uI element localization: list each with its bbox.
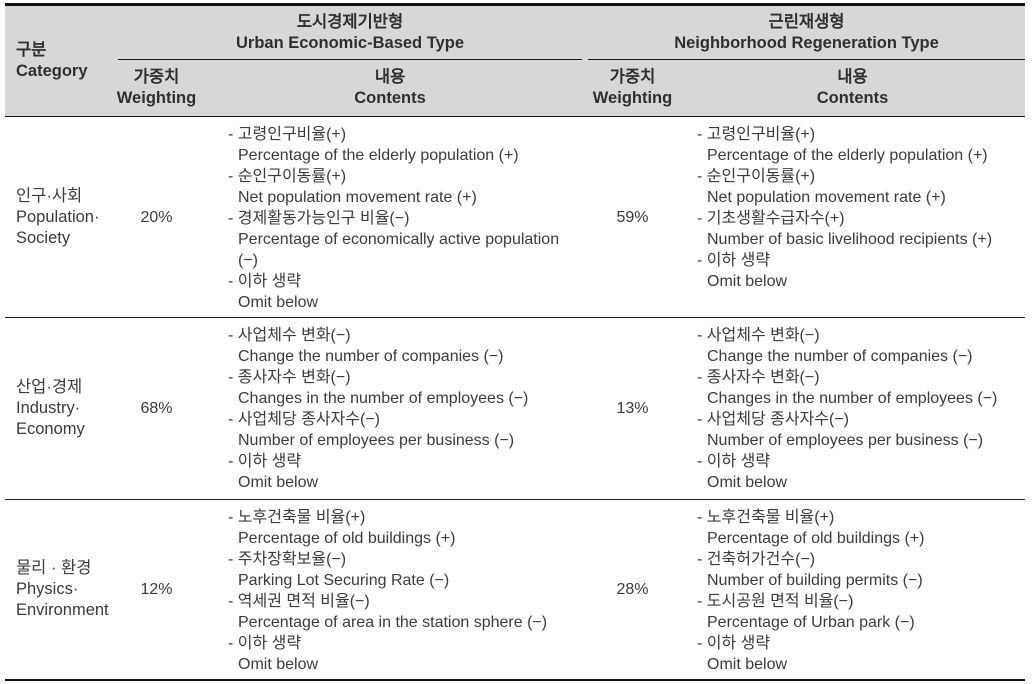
contents-item: 이하 생략 Omit below [228,633,560,675]
weighting-header-neighborhood-en: Weighting [592,89,673,107]
contents-header-neighborhood-en: Contents [816,89,889,107]
contents-item: 건축허가건수(−) Number of building permits (−) [697,549,1015,591]
contents-item: 이하 생략 Omit below [697,633,1015,675]
table-header: 구분 Category 도시경제기반형 Urban Economic-Based… [5,6,1025,117]
contents-item: 역세권 면적 비율(−) Percentage of area in the s… [228,591,560,633]
weighting-header-neighborhood: 가중치 Weighting [585,60,680,116]
category-column-header: 구분 Category [5,6,118,116]
contents-item: 종사자수 변화(−) Changes in the number of empl… [228,367,560,409]
contents-item: 노후건축물 비율(+) Percentage of old buildings … [228,507,560,549]
urban-weighting-value: 12% [140,581,173,598]
contents-item: 사업체수 변화(−) Change the number of companie… [228,325,560,367]
category-en-line1: Industry· [16,399,81,417]
weighting-comparison-table: 구분 Category 도시경제기반형 Urban Economic-Based… [5,3,1025,681]
category-ko: 산업·경제 [16,378,83,396]
group-neighborhood-title-ko: 근린재생형 [768,12,845,31]
contents-item: 경제활동가능인구 비율(−) Percentage of economicall… [228,208,560,271]
contents-item: 기초생활수급자수(+) Number of basic livelihood r… [697,208,1015,250]
contents-item: 사업체당 종사자수(−) Number of employees per bus… [228,409,560,451]
contents-item: 이하 생략 Omit below [697,451,1015,493]
neighborhood-contents-cell: 고령인구비율(+) Percentage of the elderly popu… [680,117,1025,317]
contents-item: 도시공원 면적 비율(−) Percentage of Urban park (… [697,591,1015,633]
category-en-line1: Physics· [16,580,79,598]
table-row-physics-environment: 물리 · 환경 Physics· Environment 12% 노후건축물 비… [5,499,1025,679]
weighting-header-urban-ko: 가중치 [133,68,180,86]
contents-item: 주차장확보율(−) Parking Lot Securing Rate (−) [228,549,560,591]
contents-item: 순인구이동률(+) Net population movement rate (… [697,166,1015,208]
contents-header-urban-en: Contents [354,89,426,107]
urban-contents-cell: 사업체수 변화(−) Change the number of companie… [195,318,585,499]
group-header-neighborhood: 근린재생형 Neighborhood Regeneration Type [588,6,1025,60]
neighborhood-weighting-value: 59% [616,208,649,226]
contents-item: 노후건축물 비율(+) Percentage of old buildings … [697,507,1015,549]
category-header-en: Category [16,62,88,80]
contents-header-neighborhood-ko: 내용 [837,68,868,86]
category-header-ko: 구분 [16,41,47,59]
neighborhood-weighting-value: 28% [616,581,649,598]
contents-item: 종사자수 변화(−) Changes in the number of empl… [697,367,1015,409]
contents-item: 순인구이동률(+) Net population movement rate (… [228,166,560,208]
category-cell: 인구·사회 Population· Society [5,117,118,317]
category-cell: 산업·경제 Industry· Economy [5,318,118,499]
weighting-header-neighborhood-ko: 가중치 [609,68,656,86]
category-ko: 물리 · 환경 [16,559,92,577]
contents-item: 사업체수 변화(−) Change the number of companie… [697,325,1015,367]
contents-item: 이하 생략 Omit below [228,451,560,493]
category-en-line2: Society [16,228,71,247]
neighborhood-weighting-value: 13% [616,400,649,417]
weighting-header-urban-en: Weighting [116,89,197,107]
group-urban-title-en: Urban Economic-Based Type [236,33,464,52]
contents-header-neighborhood: 내용 Contents [680,60,1025,116]
contents-header-urban-ko: 내용 [374,68,406,86]
group-urban-title-ko: 도시경제기반형 [296,12,404,31]
urban-weighting-value: 20% [140,208,173,226]
category-cell: 물리 · 환경 Physics· Environment [5,500,118,679]
group-neighborhood-title-en: Neighborhood Regeneration Type [674,33,939,52]
weighting-header-urban: 가중치 Weighting [116,60,197,116]
table-row-population-society: 인구·사회 Population· Society 20% 고령인구비율(+) … [5,117,1025,317]
table-row-industry-economy: 산업·경제 Industry· Economy 68% 사업체수 변화(−) C… [5,317,1025,499]
urban-weighting-value: 68% [140,400,173,417]
contents-header-urban: 내용 Contents [195,60,585,116]
contents-item: 이하 생략 Omit below [228,271,560,313]
urban-contents-cell: 노후건축물 비율(+) Percentage of old buildings … [195,500,585,679]
category-en-line2: Environment [16,601,109,619]
contents-item: 이하 생략 Omit below [697,250,1015,292]
contents-item: 고령인구비율(+) Percentage of the elderly popu… [697,124,1015,166]
category-ko: 인구·사회 [16,186,83,205]
neighborhood-contents-cell: 노후건축물 비율(+) Percentage of old buildings … [680,500,1025,679]
category-en-line1: Population· [16,207,100,226]
group-header-urban-economic: 도시경제기반형 Urban Economic-Based Type [118,6,582,60]
contents-item: 고령인구비율(+) Percentage of the elderly popu… [228,124,560,166]
neighborhood-contents-cell: 사업체수 변화(−) Change the number of companie… [680,318,1025,499]
urban-contents-cell: 고령인구비율(+) Percentage of the elderly popu… [195,117,585,317]
contents-item: 사업체당 종사자수(−) Number of employees per bus… [697,409,1015,451]
category-en-line2: Economy [16,420,85,438]
